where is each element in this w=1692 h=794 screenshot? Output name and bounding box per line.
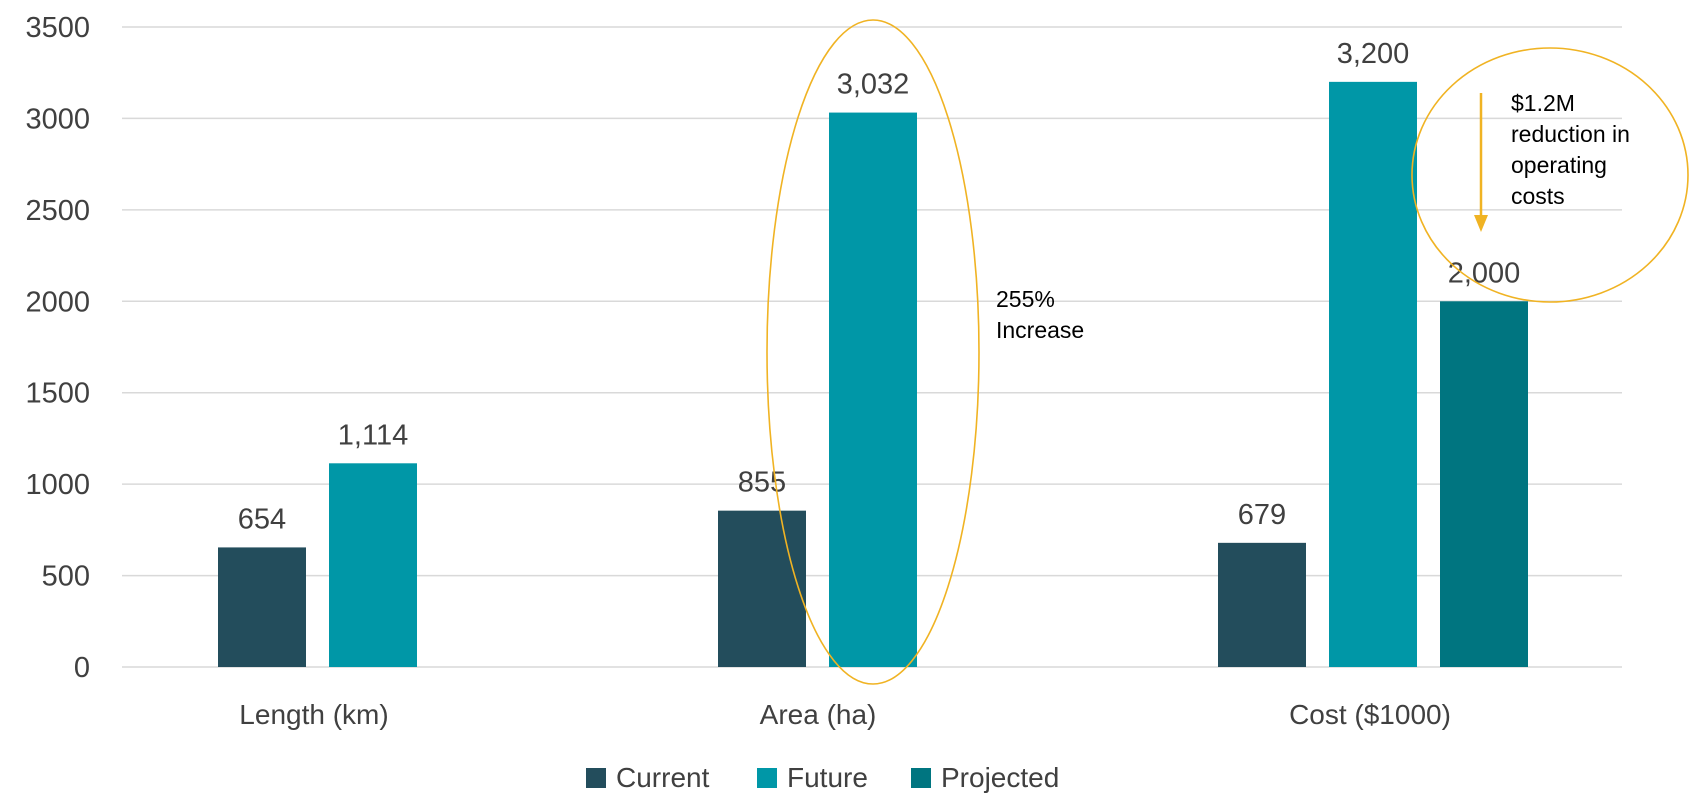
data-labels: 654 1,114 855 3,032 679 3,200 2,000 — [238, 38, 1520, 536]
annotation-line: operating — [1511, 152, 1607, 178]
legend-label: Current — [616, 762, 710, 793]
cost-highlight-circle — [1411, 47, 1689, 303]
x-category-label: Area (ha) — [760, 699, 877, 730]
cost-reduction-annotation: $1.2M reduction in operating costs — [1511, 90, 1636, 209]
annotation-line: Increase — [996, 317, 1084, 343]
bar-future — [329, 463, 417, 667]
area-highlight-ellipse — [766, 19, 980, 685]
legend-label: Projected — [941, 762, 1059, 793]
y-tick-label: 0 — [74, 652, 90, 684]
y-tick-label: 500 — [42, 561, 90, 593]
x-category-label: Cost ($1000) — [1289, 699, 1451, 730]
data-label: 654 — [238, 503, 286, 535]
data-label: 1,114 — [338, 419, 408, 451]
y-tick-label: 3500 — [25, 12, 90, 44]
data-label: 855 — [738, 467, 786, 499]
y-axis-ticks: 0 500 1000 1500 2000 2500 3000 3500 — [25, 12, 90, 684]
arrowhead-icon — [1474, 215, 1488, 232]
y-tick-label: 3000 — [25, 103, 90, 135]
bar-future — [1329, 81, 1417, 668]
bar-current — [1218, 542, 1306, 667]
legend-swatch — [586, 768, 606, 788]
bar-current — [718, 510, 806, 667]
data-label: 2,000 — [1448, 257, 1521, 289]
bars — [218, 81, 1528, 668]
legend: Current Future Projected — [586, 762, 1059, 793]
data-label: 679 — [1238, 499, 1286, 531]
x-axis-categories: Length (km) Area (ha) Cost ($1000) — [239, 699, 1451, 730]
bar-future — [829, 112, 917, 667]
y-tick-label: 2000 — [25, 286, 90, 318]
data-label: 3,200 — [1337, 38, 1410, 70]
bar-projected — [1440, 301, 1528, 667]
legend-label: Future — [787, 762, 868, 793]
x-category-label: Length (km) — [239, 699, 388, 730]
data-label: 3,032 — [837, 69, 910, 101]
annotation-line: $1.2M — [1511, 90, 1575, 116]
area-increase-annotation: 255% Increase — [996, 286, 1084, 343]
legend-swatch — [757, 768, 777, 788]
y-tick-label: 1500 — [25, 378, 90, 410]
annotation-line: reduction in — [1511, 121, 1630, 147]
y-tick-label: 1000 — [25, 469, 90, 501]
annotation-line: 255% — [996, 286, 1055, 312]
bar-current — [218, 547, 306, 667]
annotation-line: costs — [1511, 183, 1565, 209]
y-tick-label: 2500 — [25, 195, 90, 227]
legend-swatch — [911, 768, 931, 788]
